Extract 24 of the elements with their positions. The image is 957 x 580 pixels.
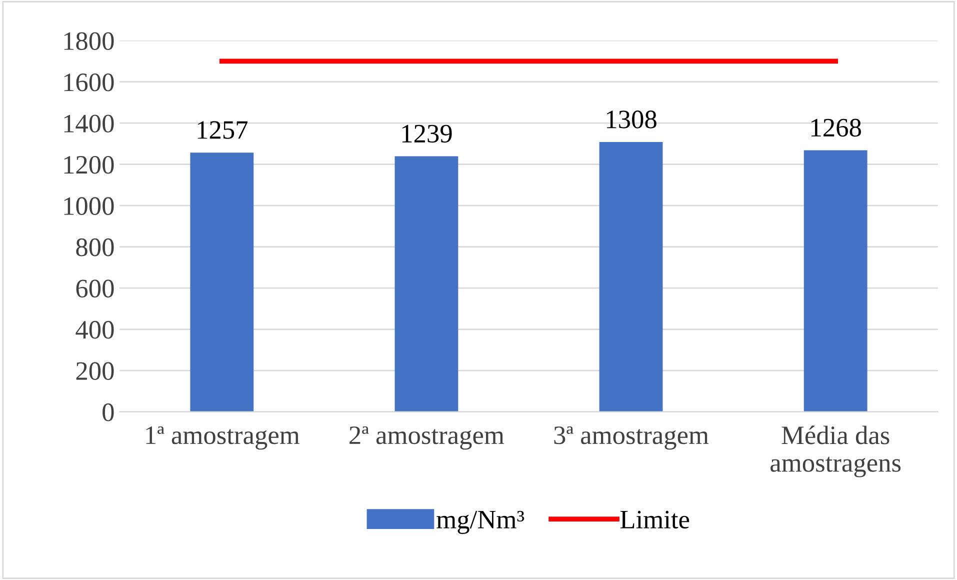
y-tick-label: 0 [102, 403, 114, 422]
y-tick-label: 200 [76, 362, 114, 380]
bar [394, 156, 458, 412]
legend-label: mg/Nm³ [436, 510, 524, 534]
bar [599, 142, 663, 412]
y-tick-label: 600 [76, 280, 114, 298]
y-tick-label: 1600 [64, 73, 114, 92]
x-tick-label: Média das amostragens [770, 426, 901, 478]
y-tick-label: 1800 [64, 32, 114, 50]
y-tick-label: 1400 [64, 114, 114, 133]
y-tick-label: 1000 [64, 197, 114, 215]
bar [190, 152, 254, 412]
x-tick-label: 1ª amostragem [146, 426, 300, 450]
y-tick-label: 400 [76, 320, 114, 339]
data-label: 1239 [402, 124, 452, 143]
y-tick-label: 1200 [64, 156, 114, 174]
bar [804, 150, 868, 412]
legend-label: Limite [620, 510, 690, 529]
data-label: 1257 [198, 121, 248, 139]
x-tick-label: 2ª amostragem [350, 426, 504, 450]
y-tick-label: 800 [76, 238, 114, 256]
data-label: 1268 [812, 118, 861, 137]
x-tick-label: 3ª amostragem [554, 426, 709, 450]
data-label: 1308 [606, 110, 656, 128]
